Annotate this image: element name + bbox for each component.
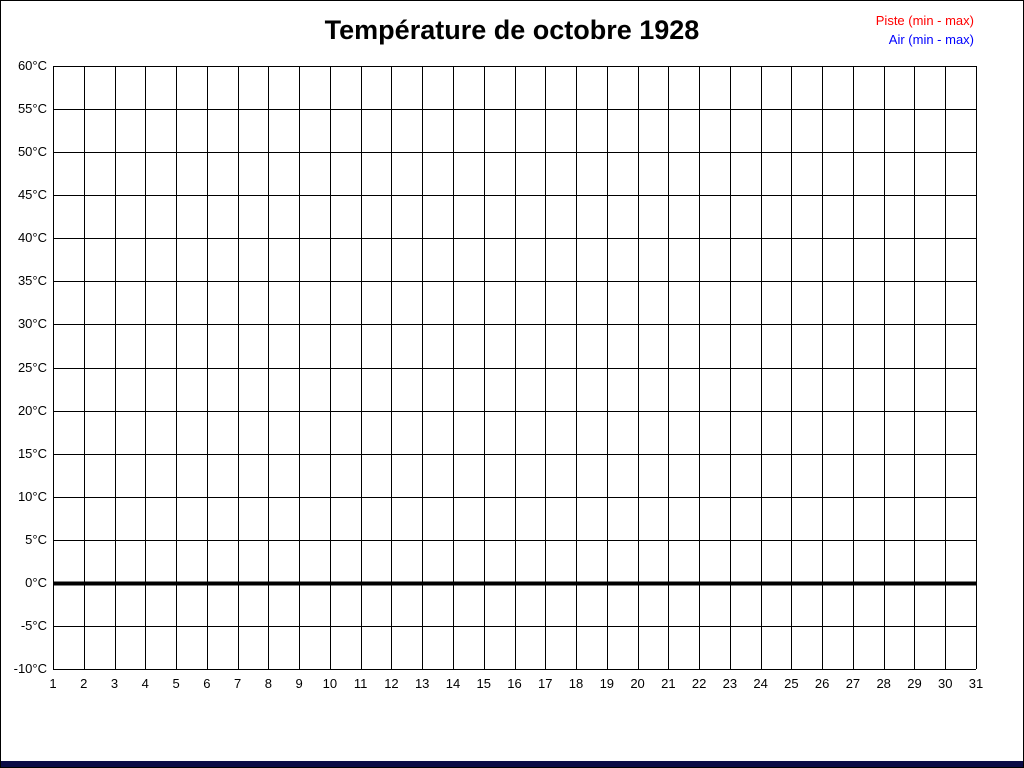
x-tick-label: 17 bbox=[538, 676, 553, 691]
y-tick-label: 0°C bbox=[25, 574, 47, 590]
x-tick-label: 12 bbox=[384, 676, 399, 691]
y-tick-label: 40°C bbox=[17, 230, 47, 246]
y-tick-label: 25°C bbox=[17, 359, 47, 375]
legend-piste-label: Piste (min - max) bbox=[875, 13, 974, 28]
x-tick-label: 7 bbox=[233, 676, 242, 691]
y-tick-label: 10°C bbox=[17, 488, 47, 504]
x-tick-label: 18 bbox=[568, 676, 584, 691]
x-tick-label: 3 bbox=[110, 676, 119, 691]
y-tick-label: 50°C bbox=[17, 144, 47, 160]
x-tick-label: 24 bbox=[753, 676, 768, 691]
y-tick-label: 55°C bbox=[17, 101, 47, 117]
y-tick-label: 60°C bbox=[17, 58, 47, 73]
x-tick-label: 5 bbox=[172, 676, 180, 691]
x-tick-label: 29 bbox=[907, 676, 922, 691]
x-tick-label: 15 bbox=[476, 676, 491, 691]
y-tick-label: 45°C bbox=[17, 187, 47, 203]
x-tick-label: 1 bbox=[49, 676, 57, 691]
bottom-bar bbox=[1, 761, 1023, 767]
y-tick-label: 15°C bbox=[17, 445, 47, 461]
x-tick-label: 13 bbox=[414, 676, 430, 691]
x-tick-label: 25 bbox=[784, 676, 799, 691]
legend-air-label: Air (min - max) bbox=[888, 32, 974, 47]
x-tick-label: 27 bbox=[845, 676, 861, 691]
y-tick-label: 35°C bbox=[17, 273, 47, 289]
x-tick-label: 30 bbox=[937, 676, 953, 691]
x-tick-label: 4 bbox=[141, 676, 149, 691]
y-tick-label: -5°C bbox=[20, 617, 47, 633]
y-tick-label: 30°C bbox=[17, 316, 47, 332]
x-tick-label: 14 bbox=[445, 676, 461, 691]
chart-title: Température de octobre 1928 bbox=[324, 15, 700, 45]
x-tick-label: 31 bbox=[968, 676, 984, 691]
x-tick-label: 28 bbox=[876, 676, 891, 691]
x-tick-label: 2 bbox=[80, 676, 88, 691]
x-tick-label: 22 bbox=[691, 676, 707, 691]
x-tick-label: 23 bbox=[722, 676, 738, 691]
x-tick-label: 20 bbox=[630, 676, 645, 691]
x-tick-label: 10 bbox=[322, 676, 338, 691]
y-tick-label: 20°C bbox=[17, 402, 47, 418]
x-tick-label: 8 bbox=[264, 676, 272, 691]
x-tick-label: 26 bbox=[814, 676, 830, 691]
x-tick-label: 16 bbox=[507, 676, 522, 691]
x-tick-label: 9 bbox=[295, 676, 303, 691]
y-tick-label: -10°C bbox=[13, 661, 47, 676]
x-tick-label: 19 bbox=[599, 676, 615, 691]
x-tick-label: 6 bbox=[203, 676, 211, 691]
chart-legend: Piste (min - max) Air (min - max) bbox=[876, 11, 974, 49]
x-tick-label: 11 bbox=[353, 676, 368, 691]
x-tick-label: 21 bbox=[661, 676, 676, 691]
y-tick-label: 5°C bbox=[25, 531, 47, 547]
